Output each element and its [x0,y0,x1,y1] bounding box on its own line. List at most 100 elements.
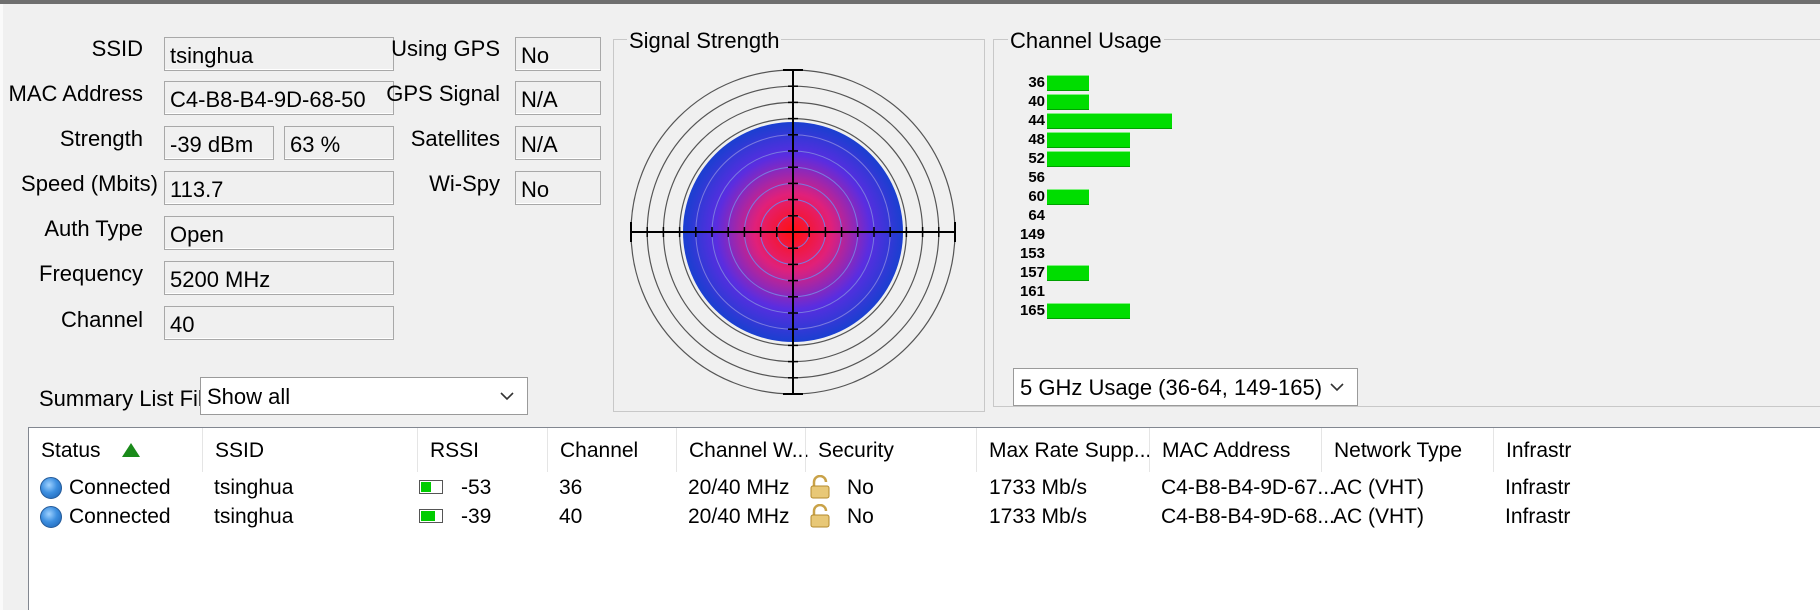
column-header[interactable]: Infrastr [1494,428,1820,472]
infrastructure-cell: Infrastr [1505,476,1571,499]
max-rate-cell: 1733 Mb/s [989,505,1088,528]
network-type-cell: AC (VHT) [1333,505,1424,528]
channel-usage-bar [1047,189,1089,205]
mac-address-cell: C4-B8-B4-9D-67... [1161,476,1335,499]
strength-label: Strength [59,126,143,151]
column-header-label: SSID [215,439,265,462]
auth-type-field[interactable]: Open [164,216,394,250]
column-header-label: Security [818,439,894,462]
network-list[interactable]: Status SSID RSSI Channel Channel W... Securit… [28,427,1820,610]
frequency-label: Frequency [39,261,143,286]
channel-usage-group [993,39,1820,407]
channel-label: 153 [1019,245,1045,262]
wispy-field[interactable]: No [515,171,601,205]
strength-pct-field[interactable]: 63 % [284,126,394,160]
column-header[interactable]: Network Type [1322,428,1494,472]
column-header-label: Status [41,439,101,462]
ssid-cell: tsinghua [214,476,294,499]
rssi-cell: -53 [461,476,492,499]
column-separator[interactable] [1493,428,1494,472]
chevron-down-icon [1330,383,1344,392]
ssid-cell: tsinghua [214,505,294,528]
sort-ascending-icon [121,443,140,457]
channel-label: 64 [1028,207,1045,224]
signal-bar-fill [421,482,431,492]
table-row[interactable]: Connected tsinghua -39 40 20/40 MHz No 1733 Mb… [29,503,1820,532]
auth-type-label: Auth Type [44,216,143,241]
table-row[interactable]: Connected tsinghua -53 36 20/40 MHz No 1733 Mb… [29,474,1820,503]
frequency-field[interactable]: 5200 MHz [164,261,394,295]
using-gps-field[interactable]: No [515,37,601,71]
channel-usage-bar [1047,265,1089,281]
channel-label: 60 [1028,188,1045,205]
column-header[interactable]: MAC Address [1150,428,1322,472]
channel-label: 36 [1028,74,1045,91]
channel-usage-bar [1047,132,1130,148]
column-header[interactable]: Channel W... [677,428,810,472]
column-separator[interactable] [676,428,677,472]
infrastructure-cell: Infrastr [1505,505,1571,528]
column-separator[interactable] [202,428,203,472]
column-header[interactable]: RSSI [418,428,548,472]
open-lock-icon [809,503,831,528]
column-header[interactable]: Status [29,428,203,472]
column-header[interactable]: Security [806,428,977,472]
channel-label: 52 [1028,150,1045,167]
channel-label: 157 [1019,264,1045,281]
rssi-cell: -39 [461,505,492,528]
channel-usage-bar [1047,113,1172,129]
channel-width-cell: 20/40 MHz [688,476,790,499]
gps-signal-label: GPS Signal [386,81,500,106]
column-header-label: Network Type [1334,439,1462,462]
open-lock-icon [809,474,831,499]
gps-signal-field[interactable]: N/A [515,81,601,115]
channel-usage-bar [1047,151,1130,167]
channel-usage-bar [1047,75,1089,91]
signal-bar-fill [421,511,435,521]
window-left-edge [0,4,3,610]
speed-label: Speed (Mbits) [21,171,158,196]
mac-field[interactable]: C4-B8-B4-9D-68-50 [164,81,394,115]
column-header-label: Channel W... [689,439,810,462]
signal-radar [630,69,956,395]
signal-strength-title: Signal Strength [627,28,782,54]
column-separator[interactable] [1321,428,1322,472]
strength-dbm-field[interactable]: -39 dBm [164,126,274,160]
column-separator[interactable] [976,428,977,472]
ssid-field[interactable]: tsinghua [164,37,394,71]
channel-label: 40 [1028,93,1045,110]
channel-usage-select[interactable]: 5 GHz Usage (36-64, 149-165) [1013,368,1358,406]
channel-width-cell: 20/40 MHz [688,505,790,528]
window-top-border [0,0,1820,4]
column-header[interactable]: Max Rate Supp... [977,428,1151,472]
channel-usage-bar [1047,94,1089,110]
speed-field[interactable]: 113.7 [164,171,394,205]
column-separator[interactable] [1149,428,1150,472]
column-header-label: MAC Address [1162,439,1291,462]
column-separator[interactable] [805,428,806,472]
column-header[interactable]: Channel [548,428,677,472]
ssid-label: SSID [91,36,143,61]
status-cell: Connected [69,505,171,528]
mac-address-cell: C4-B8-B4-9D-68... [1161,505,1335,528]
channel-label: 48 [1028,131,1045,148]
column-header-label: Infrastr [1506,439,1572,462]
summary-filter-value: Show all [207,384,291,409]
chevron-down-icon [500,392,514,401]
satellites-field[interactable]: N/A [515,126,601,160]
channel-label: 165 [1019,302,1045,319]
column-header[interactable]: SSID [203,428,418,472]
security-cell: No [847,505,874,528]
status-cell: Connected [69,476,171,499]
column-separator[interactable] [417,428,418,472]
column-separator[interactable] [547,428,548,472]
channel-usage-title: Channel Usage [1008,28,1164,54]
satellites-label: Satellites [410,126,500,151]
mac-label: MAC Address [8,81,144,106]
using-gps-label: Using GPS [391,36,500,61]
channel-cell: 40 [559,505,583,528]
max-rate-cell: 1733 Mb/s [989,476,1088,499]
channel-cell: 36 [559,476,583,499]
summary-filter-select[interactable]: Show all [200,377,528,415]
channel-field[interactable]: 40 [164,306,394,340]
